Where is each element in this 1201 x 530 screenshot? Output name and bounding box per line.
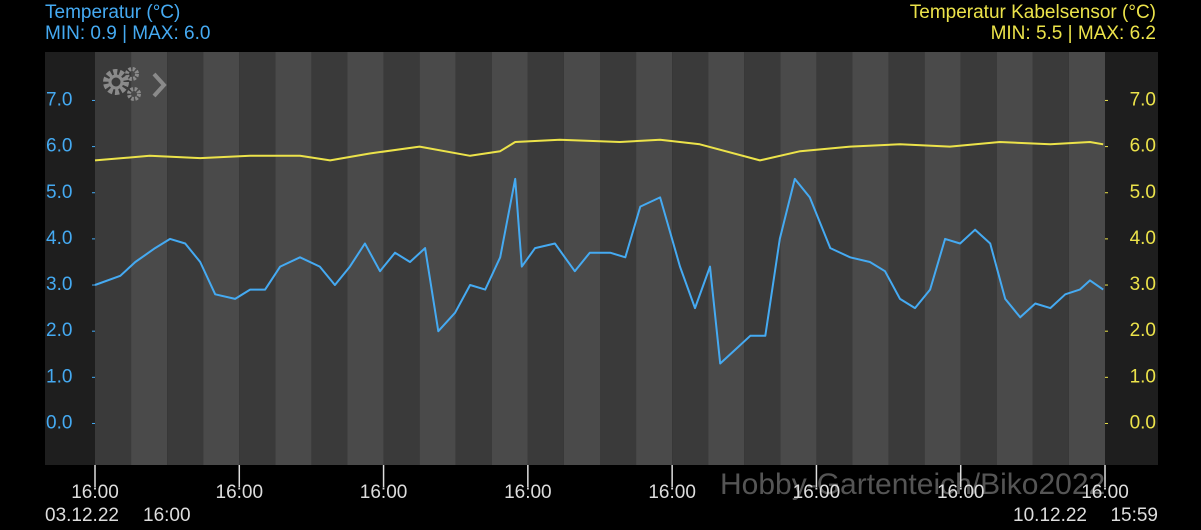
stripe — [636, 52, 673, 465]
start-date: 03.12.22 — [45, 505, 119, 526]
y2-tick-label: 2.0 — [1130, 320, 1156, 341]
y2-tick-label: 6.0 — [1130, 136, 1156, 157]
y2-tick-label: 7.0 — [1130, 89, 1156, 110]
stripe — [924, 52, 961, 465]
title: Temperatur (°C) — [45, 2, 180, 23]
start-time: 16:00 — [143, 505, 191, 526]
stripe — [347, 52, 384, 465]
stripe — [527, 52, 564, 465]
x-tick-label: 16:00 — [793, 482, 841, 503]
subtitle: MIN: 0.9 | MAX: 6.0 — [45, 23, 210, 44]
y2-tick-label: 3.0 — [1130, 274, 1156, 295]
x-tick-label: 16:00 — [1081, 482, 1129, 503]
y2-tick-label: 1.0 — [1130, 366, 1156, 387]
gear — [127, 87, 141, 101]
y-tick-label: 0.0 — [46, 412, 72, 433]
stripe — [744, 52, 781, 465]
stripes — [95, 52, 1105, 465]
x-tick-label: 16:00 — [648, 482, 696, 503]
end-date: 10.12.22 — [1013, 505, 1087, 526]
x-tick-label: 16:00 — [937, 482, 985, 503]
stripe — [708, 52, 745, 465]
y-tick-label: 2.0 — [46, 320, 72, 341]
y-tick-label: 1.0 — [46, 366, 72, 387]
stripe — [419, 52, 456, 465]
x-tick-label: 16:00 — [216, 482, 264, 503]
stripe — [95, 52, 132, 465]
stripe — [1032, 52, 1069, 465]
y-tick-label: 7.0 — [46, 89, 72, 110]
y-tick-label: 5.0 — [46, 182, 72, 203]
watermark: Hobby-Gartenteich/Biko2022 — [720, 468, 1105, 501]
y-tick-label: 6.0 — [46, 136, 72, 157]
stripe — [600, 52, 637, 465]
y2-tick-label: 0.0 — [1130, 412, 1156, 433]
stripe — [960, 52, 997, 465]
y-tick-label: 3.0 — [46, 274, 72, 295]
gear — [103, 69, 129, 95]
stripe — [131, 52, 168, 465]
end-time: 15:59 — [1110, 505, 1158, 526]
stripe — [1068, 52, 1105, 465]
gear — [125, 67, 139, 81]
series-line — [94, 177, 1104, 365]
subtitle2: MIN: 5.5 | MAX: 6.2 — [991, 23, 1156, 44]
chevron — [152, 72, 167, 98]
gear — [108, 74, 124, 90]
y-tick-label: 4.0 — [46, 228, 72, 249]
stripe — [455, 52, 492, 465]
y2-tick-label: 5.0 — [1130, 182, 1156, 203]
stripe — [780, 52, 817, 465]
stripe — [275, 52, 312, 465]
x-tick-label: 16:00 — [504, 482, 552, 503]
settings-icon[interactable] — [103, 67, 167, 101]
stripe — [996, 52, 1033, 465]
y2-tick-label: 4.0 — [1130, 228, 1156, 249]
stripe — [239, 52, 276, 465]
title2: Temperatur Kabelsensor (°C) — [910, 2, 1156, 23]
stripe — [203, 52, 240, 465]
stripe — [311, 52, 348, 465]
stripe — [888, 52, 925, 465]
x-tick-label: 16:00 — [360, 482, 408, 503]
x-tick-label: 16:00 — [71, 482, 119, 503]
stripe — [563, 52, 600, 465]
stripe — [491, 52, 528, 465]
stripe — [816, 52, 853, 465]
series-line — [94, 138, 1104, 162]
